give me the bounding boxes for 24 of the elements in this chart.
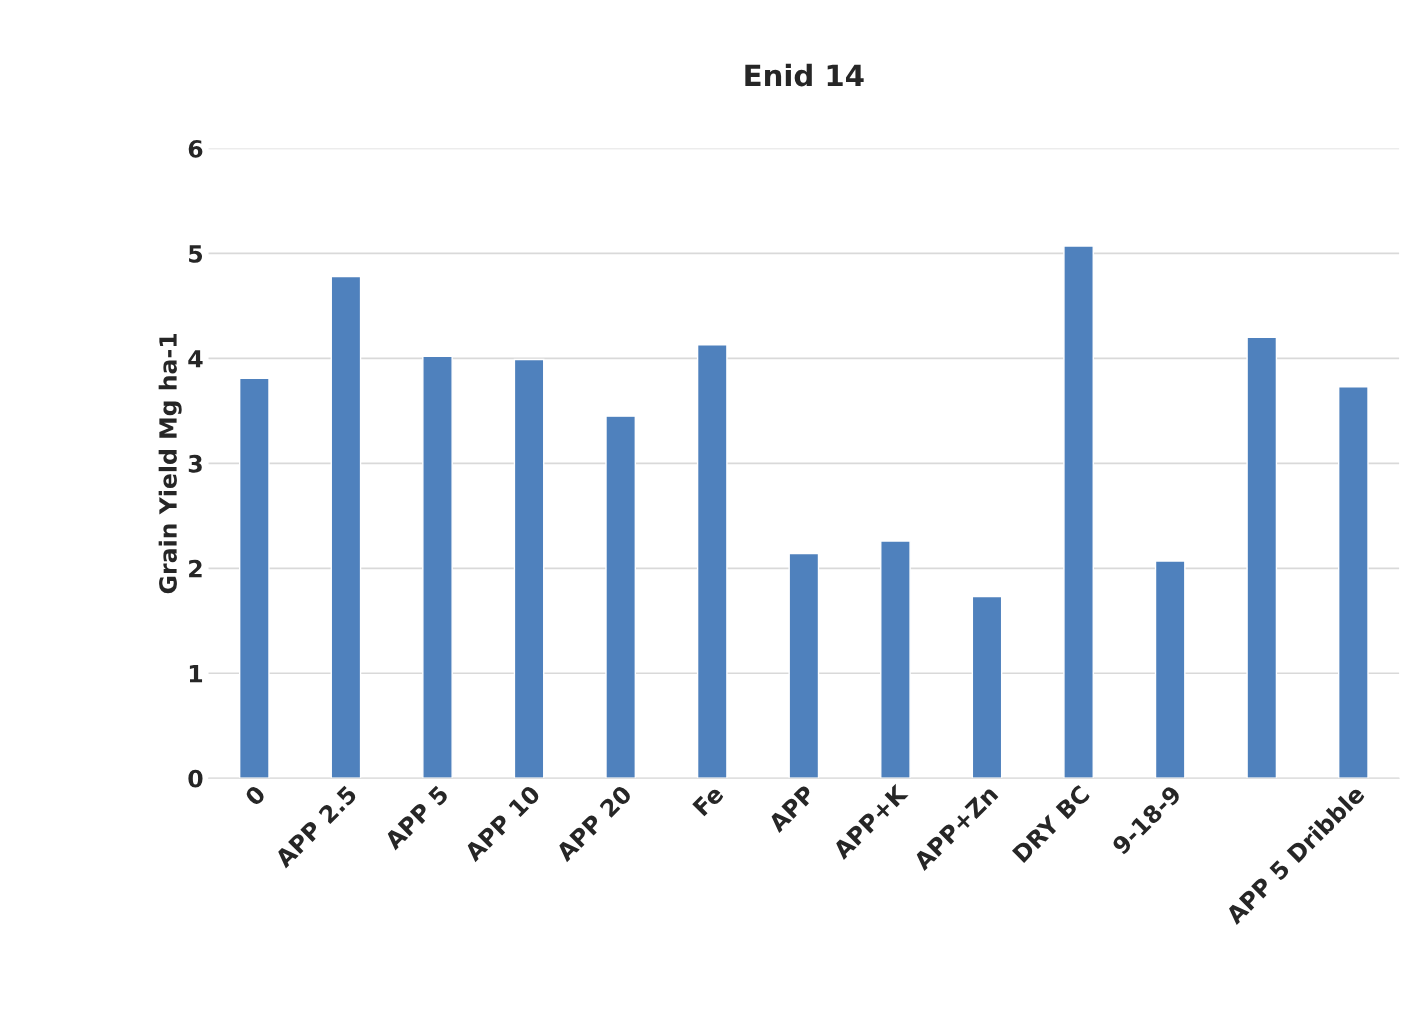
bar	[422, 355, 453, 779]
y-tick-label: 4	[188, 350, 203, 368]
y-tick-label: 1	[189, 665, 203, 683]
y-tick-label: 5	[189, 245, 203, 263]
y-tick-label: 2	[189, 559, 202, 578]
y-tick-label: 6	[188, 139, 203, 158]
y-tick-label: 3	[188, 454, 202, 473]
bar	[1337, 386, 1369, 779]
x-tick-label: Fe	[692, 784, 725, 817]
bar	[605, 415, 637, 779]
bar	[696, 344, 728, 779]
bar	[788, 552, 820, 779]
y-axis-title: Grain Yield Mg ha-1	[158, 333, 182, 594]
bar	[880, 540, 911, 779]
bar	[238, 377, 270, 779]
bar	[1154, 560, 1186, 779]
x-tick-label: 0	[243, 784, 267, 807]
bar	[971, 595, 1003, 779]
bar	[330, 275, 362, 779]
bar	[513, 358, 545, 779]
y-tick-label: 0	[188, 769, 203, 788]
chart-title: Enid 14	[745, 63, 864, 87]
bar	[1063, 245, 1094, 779]
bar	[1246, 336, 1278, 779]
